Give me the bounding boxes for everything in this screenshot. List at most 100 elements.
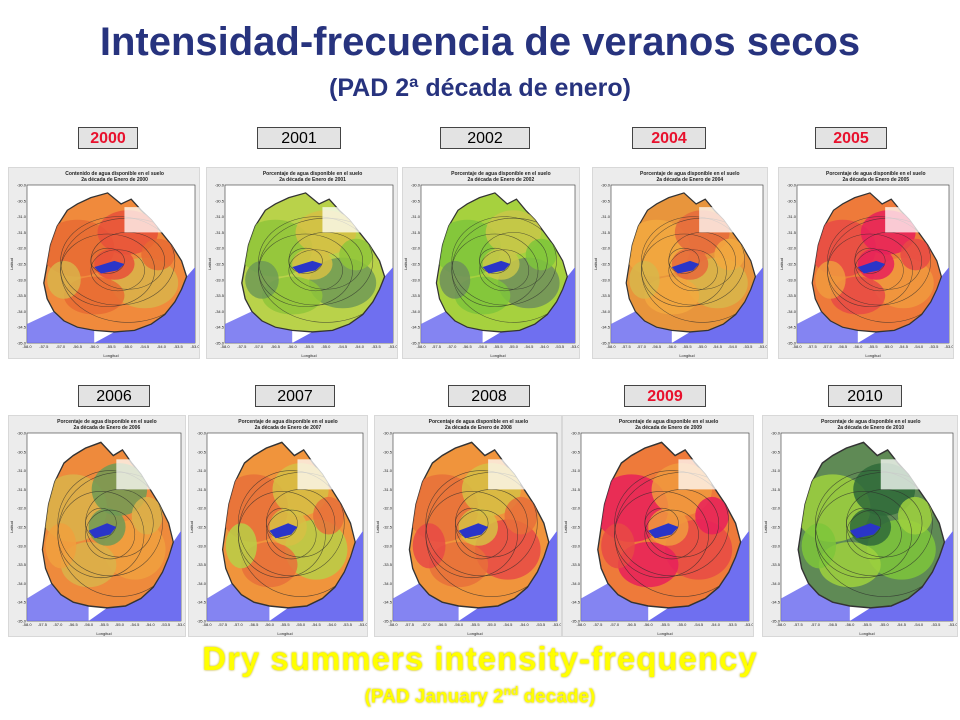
lon-tick-label: -58.0 xyxy=(792,344,802,349)
y-axis-label: Latitud xyxy=(375,521,380,533)
lat-tick-label: -30.5 xyxy=(197,449,207,454)
soil-water-map-2001: Porcentaje de agua disponible en el suel… xyxy=(206,167,398,359)
lat-tick-label: -31.0 xyxy=(197,468,207,473)
lon-tick-label: -54.5 xyxy=(338,344,348,349)
lat-tick-label: -33.5 xyxy=(197,562,207,567)
x-axis-label: Longitud xyxy=(657,631,672,636)
lat-tick-label: -30.0 xyxy=(197,431,207,436)
y-axis-label: Latitud xyxy=(189,521,194,533)
lat-tick-label: -31.0 xyxy=(411,214,421,219)
lon-tick-label: -55.0 xyxy=(880,622,890,627)
lake xyxy=(269,523,298,539)
lon-tick-label: -55.5 xyxy=(862,622,872,627)
river-plate xyxy=(797,311,858,343)
lon-tick-label: -58.0 xyxy=(776,622,786,627)
lon-tick-label: -53.0 xyxy=(948,622,958,627)
lat-tick-label: -34.0 xyxy=(771,581,781,586)
lon-tick-label: -56.0 xyxy=(478,344,488,349)
lon-tick-label: -55.0 xyxy=(115,622,125,627)
lon-tick-label: -56.5 xyxy=(73,344,83,349)
contour-line xyxy=(237,470,345,577)
lat-tick-label: -33.5 xyxy=(771,562,781,567)
contour-line xyxy=(425,470,538,577)
lake xyxy=(94,260,125,274)
soil-water-map-2009: Porcentaje de agua disponible en el suel… xyxy=(562,415,754,637)
lat-tick-label: -32.0 xyxy=(17,246,27,251)
lat-tick-label: -35.0 xyxy=(571,619,581,624)
lon-tick-label: -53.5 xyxy=(728,622,738,627)
lat-tick-label: -32.0 xyxy=(197,506,207,511)
soil-water-zone xyxy=(313,496,345,535)
lat-tick-label: -32.0 xyxy=(215,246,225,251)
lat-tick-label: -32.0 xyxy=(771,506,781,511)
soil-water-zone xyxy=(801,523,837,569)
lat-tick-label: -32.0 xyxy=(383,506,393,511)
map-caption-date: 2a década de Enero de 2002 xyxy=(468,177,535,183)
lat-tick-label: -30.5 xyxy=(411,198,421,203)
lon-tick-label: -57.0 xyxy=(56,344,66,349)
lon-tick-label: -55.5 xyxy=(106,344,116,349)
lon-tick-label: -58.0 xyxy=(388,622,398,627)
lake xyxy=(671,260,700,274)
contour-line xyxy=(846,509,902,560)
lat-tick-label: -34.5 xyxy=(197,600,207,605)
lon-tick-label: -56.5 xyxy=(249,622,259,627)
year-label-2008: 2008 xyxy=(448,385,530,407)
lat-tick-label: -30.5 xyxy=(571,449,581,454)
lon-tick-label: -54.5 xyxy=(694,622,704,627)
lat-tick-label: -31.5 xyxy=(383,487,393,492)
lake xyxy=(849,523,881,539)
lon-tick-label: -55.0 xyxy=(698,344,708,349)
lat-tick-label: -35.0 xyxy=(601,341,611,346)
lat-tick-label: -30.0 xyxy=(383,431,393,436)
lake xyxy=(857,260,886,274)
lat-tick-label: -33.0 xyxy=(787,277,797,282)
soil-water-zone xyxy=(695,496,729,535)
river-plate xyxy=(421,311,483,343)
sea-area xyxy=(94,267,195,343)
soil-water-zone xyxy=(225,523,257,569)
y-axis-label: Latitud xyxy=(593,258,598,270)
soil-water-zone xyxy=(245,260,279,299)
contour-line xyxy=(479,249,530,292)
lat-tick-label: -31.5 xyxy=(215,230,225,235)
lat-tick-label: -35.0 xyxy=(17,619,27,624)
footer-subtitle: (PAD January 2nd decade) xyxy=(0,684,960,708)
lon-tick-label: -53.0 xyxy=(358,622,368,627)
year-label-2010: 2010 xyxy=(828,385,902,407)
lon-tick-label: -54.5 xyxy=(503,622,513,627)
lon-tick-label: -56.5 xyxy=(627,622,637,627)
lat-tick-label: -35.0 xyxy=(771,619,781,624)
soil-water-zone xyxy=(412,523,446,569)
lat-tick-label: -30.5 xyxy=(787,198,797,203)
contour-line xyxy=(644,509,699,560)
lat-tick-label: -32.5 xyxy=(771,525,781,530)
lon-tick-label: -56.5 xyxy=(652,344,662,349)
map-caption-date: 2a década de Enero de 2008 xyxy=(445,425,512,431)
lat-tick-label: -35.0 xyxy=(383,619,393,624)
lat-tick-label: -31.0 xyxy=(787,214,797,219)
lon-tick-label: -57.0 xyxy=(234,622,244,627)
lat-tick-label: -31.5 xyxy=(17,230,27,235)
lake xyxy=(458,523,489,539)
lat-tick-label: -33.0 xyxy=(215,277,225,282)
footer-subtitle-text: (PAD January 2 xyxy=(364,686,504,708)
lat-tick-label: -30.0 xyxy=(215,183,225,188)
footer-title: Dry summers intensity-frequency xyxy=(202,640,758,677)
lat-tick-label: -33.0 xyxy=(601,277,611,282)
lat-tick-label: -32.5 xyxy=(411,262,421,267)
lat-tick-label: -32.0 xyxy=(17,506,27,511)
slide-subtitle: (PAD 2ª década de enero) xyxy=(329,74,631,102)
lon-tick-label: -55.0 xyxy=(509,344,519,349)
lon-tick-label: -57.5 xyxy=(218,622,228,627)
map-caption-date: 2a década de Enero de 2005 xyxy=(842,177,909,183)
lon-tick-label: -54.0 xyxy=(520,622,530,627)
lon-tick-label: -57.5 xyxy=(794,622,804,627)
lon-tick-label: -57.0 xyxy=(421,622,431,627)
contour-line xyxy=(479,232,548,290)
map-caption-date: 2a década de Enero de 2007 xyxy=(255,425,322,431)
lon-tick-label: -55.5 xyxy=(868,344,878,349)
lon-tick-label: -53.5 xyxy=(929,344,939,349)
lon-tick-label: -58.0 xyxy=(220,344,230,349)
lat-tick-label: -34.0 xyxy=(383,581,393,586)
